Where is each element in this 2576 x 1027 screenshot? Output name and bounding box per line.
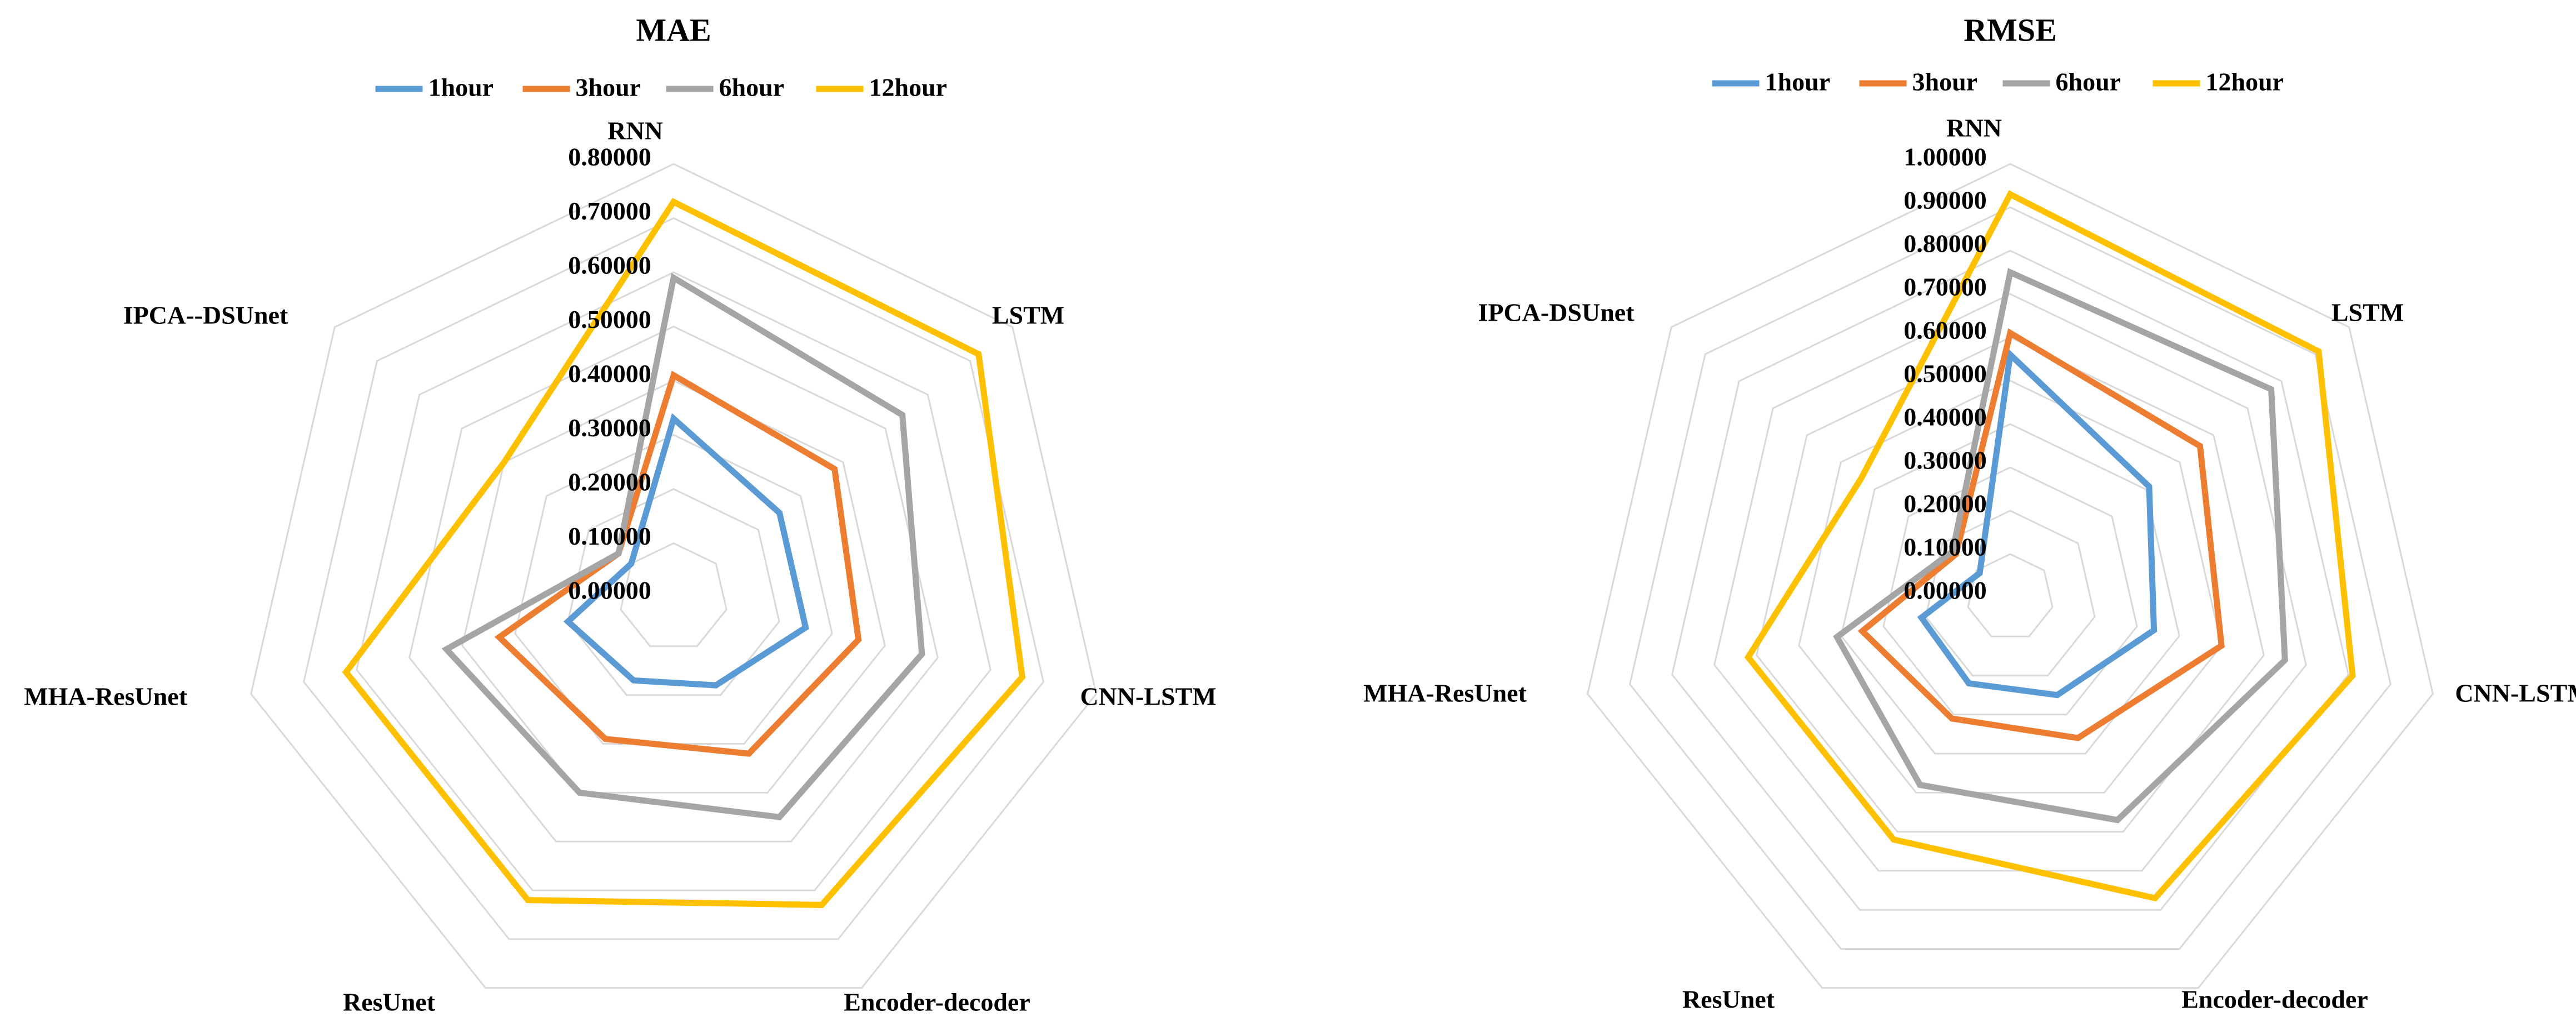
- tick-label: 0.40000: [1904, 403, 1987, 431]
- radar-grid: [250, 163, 1098, 989]
- grid-ring: [1925, 510, 2096, 677]
- legend-label-3hour: 3hour: [576, 73, 641, 102]
- category-label-ipca-dsunet: IPCA-DSUnet: [1478, 298, 1635, 327]
- grid-ring: [567, 488, 780, 696]
- grid-ring: [1756, 336, 2265, 833]
- grid-ring: [250, 163, 1098, 989]
- grid-ring: [1586, 163, 2434, 989]
- tick-label: 0.70000: [568, 197, 651, 225]
- legend-label-1hour: 1hour: [428, 73, 494, 102]
- legend-label-12hour: 12hour: [2206, 68, 2284, 96]
- grid-ring: [461, 380, 886, 794]
- tick-label: 0.00000: [568, 576, 651, 605]
- tick-label: 0.20000: [1904, 490, 1987, 518]
- legend-label-1hour: 1hour: [1765, 68, 1831, 96]
- series-3hour-line: [494, 371, 862, 757]
- tick-label: 0.50000: [1904, 360, 1987, 388]
- tick-label: 0.30000: [568, 413, 651, 442]
- tick-label: 0.60000: [1904, 316, 1987, 345]
- tick-label: 0.40000: [568, 360, 651, 388]
- category-label-cnn-lstm: CNN-LSTM: [2455, 679, 2576, 707]
- grid-ring: [1882, 466, 2138, 716]
- grid-ring: [408, 325, 939, 842]
- mae-radar-panel: MAE 0.00000 0.10000 0.20000 0.30000 0.40000 0.…: [24, 12, 1217, 1016]
- tick-label: 0.20000: [568, 468, 651, 496]
- series-3hour-line: [1857, 328, 2225, 741]
- series-6hour-line: [441, 273, 925, 821]
- legend-label-12hour: 12hour: [869, 73, 948, 102]
- legend: 1hour 3hour 6hour 12hour: [375, 73, 948, 102]
- tick-label: 0.10000: [1904, 533, 1987, 561]
- grid-ring: [620, 542, 728, 647]
- category-label-resunet: ResUnet: [1682, 985, 1775, 1014]
- grid-ring: [1628, 206, 2392, 950]
- rmse-radar-panel: RMSE 0.00000 0.10000 0.20000 0.30000 0.40000 0…: [1363, 12, 2576, 1013]
- series-12hour-line: [342, 198, 1026, 908]
- tick-label: 0.60000: [568, 251, 651, 280]
- category-label-lstm: LSTM: [992, 301, 1064, 330]
- grid-ring: [1713, 293, 2307, 872]
- tick-label: 0.90000: [1904, 186, 1987, 215]
- grid-ring: [1798, 380, 2223, 794]
- tick-label: 0.80000: [1904, 230, 1987, 258]
- legend-label-6hour: 6hour: [2056, 68, 2121, 96]
- tick-label: 0.00000: [1904, 576, 1987, 605]
- category-label-rnn: RNN: [1946, 114, 2002, 142]
- chart-title: MAE: [636, 12, 711, 48]
- category-label-encoder-decoder: Encoder-decoder: [844, 988, 1030, 1016]
- series-6hour-line: [1833, 268, 2288, 824]
- chart-title: RMSE: [1964, 12, 2057, 48]
- grid-ring: [356, 271, 991, 891]
- grid-ring: [302, 217, 1045, 940]
- tick-label: 0.10000: [568, 522, 651, 550]
- tick-label: 0.70000: [1904, 273, 1987, 301]
- category-label-mha-resunet: MHA-ResUnet: [24, 682, 187, 711]
- category-label-rnn: RNN: [607, 117, 663, 145]
- legend: 1hour 3hour 6hour 12hour: [1712, 68, 2284, 96]
- tick-label: 1.00000: [1904, 143, 1987, 171]
- series-1hour-line: [1917, 348, 2158, 699]
- series-12hour-line: [1744, 190, 2356, 902]
- category-label-cnn-lstm: CNN-LSTM: [1080, 682, 1216, 711]
- legend-label-6hour: 6hour: [719, 73, 785, 102]
- tick-label: 0.80000: [568, 143, 651, 171]
- category-label-resunet: ResUnet: [343, 988, 436, 1016]
- category-label-lstm: LSTM: [2331, 298, 2404, 327]
- tick-label: 0.30000: [1904, 446, 1987, 475]
- category-label-encoder-decoder: Encoder-decoder: [2181, 985, 2368, 1014]
- legend-label-3hour: 3hour: [1912, 68, 1978, 96]
- series-1hour-line: [563, 413, 809, 689]
- category-label-ipca-dsunet: IPCA--DSUnet: [123, 301, 288, 330]
- tick-label: 0.50000: [568, 305, 651, 333]
- category-label-mha-resunet: MHA-ResUnet: [1363, 679, 1527, 707]
- grid-ring: [1671, 250, 2350, 911]
